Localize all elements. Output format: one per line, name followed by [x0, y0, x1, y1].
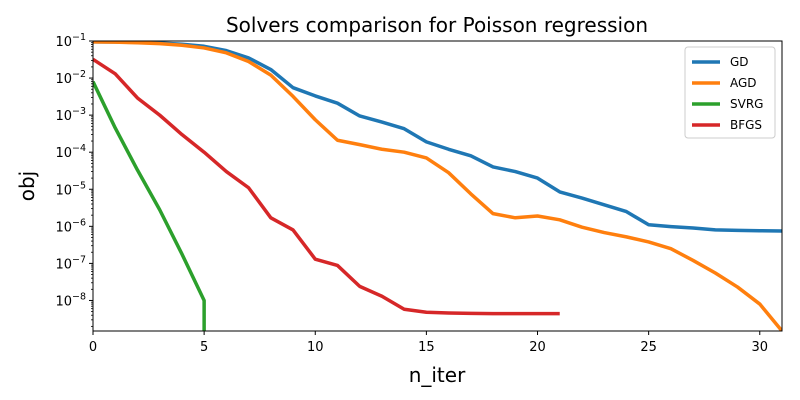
- x-tick-label: 30: [752, 340, 769, 355]
- y-tick-label: 10−8: [55, 291, 86, 309]
- x-tick-label: 0: [89, 340, 97, 355]
- y-tick-base: 10: [55, 146, 72, 161]
- y-tick-label: 10−4: [55, 143, 86, 161]
- x-tick-label: 5: [200, 340, 208, 355]
- chart-title: Solvers comparison for Poisson regressio…: [226, 13, 648, 37]
- y-tick-label: 10−2: [55, 69, 86, 87]
- y-tick-exponent: −5: [72, 180, 86, 191]
- x-tick-label: 25: [640, 340, 657, 355]
- y-tick-exponent: −7: [72, 254, 86, 265]
- y-tick-base: 10: [55, 294, 72, 309]
- y-tick-exponent: −8: [72, 291, 86, 302]
- legend: GD AGD SVRG BFGS: [684, 46, 776, 139]
- plot-frame: [92, 40, 783, 332]
- y-tick-base: 10: [55, 109, 72, 124]
- y-tick-base: 10: [55, 72, 72, 87]
- y-tick-base: 10: [55, 220, 72, 235]
- legend-label-agd: AGD: [730, 76, 757, 90]
- legend-label-gd: GD: [730, 55, 749, 69]
- y-tick-base: 10: [55, 35, 72, 50]
- y-axis: 10−810−710−610−510−410−310−210−1: [55, 32, 93, 327]
- y-tick-label: 10−5: [55, 180, 86, 198]
- y-tick-exponent: −6: [72, 217, 86, 228]
- x-axis: 0 5 10 15 20 25 30: [89, 331, 768, 355]
- x-tick-label: 10: [307, 340, 324, 355]
- series-line-agd: [93, 41, 782, 331]
- y-tick-exponent: −3: [72, 106, 86, 117]
- y-tick-exponent: −1: [72, 32, 86, 43]
- series-line-svrg: [93, 80, 206, 331]
- y-tick-base: 10: [55, 257, 72, 272]
- series-line-gd: [93, 41, 782, 233]
- y-axis-label: obj: [15, 171, 39, 202]
- y-tick-label: 10−1: [55, 32, 86, 50]
- y-tick-label: 10−7: [55, 254, 86, 272]
- legend-box: [684, 46, 776, 139]
- x-tick-label: 20: [529, 340, 546, 355]
- series-line-bfgs: [93, 57, 560, 316]
- x-axis-label: n_iter: [409, 363, 466, 387]
- x-tick-label: 15: [418, 340, 435, 355]
- y-tick-exponent: −4: [72, 143, 86, 154]
- y-tick-exponent: −2: [72, 69, 86, 80]
- plot-area: [93, 41, 782, 331]
- series-layer: [93, 41, 782, 331]
- y-tick-label: 10−3: [55, 106, 86, 124]
- y-tick-label: 10−6: [55, 217, 86, 235]
- legend-label-svrg: SVRG: [730, 97, 763, 111]
- y-tick-base: 10: [55, 183, 72, 198]
- legend-label-bfgs: BFGS: [730, 118, 762, 132]
